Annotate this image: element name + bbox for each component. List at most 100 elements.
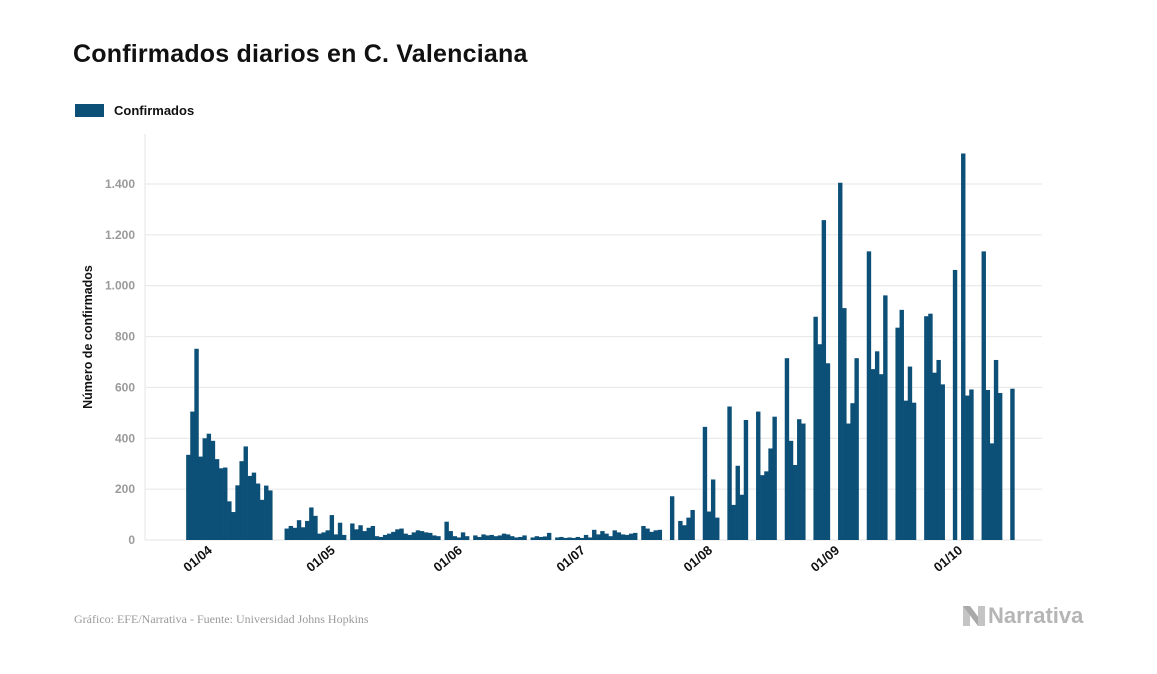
bar — [530, 537, 535, 540]
bar — [444, 521, 449, 540]
bar — [456, 537, 462, 540]
x-tick-label: 01/04 — [180, 542, 215, 575]
bar — [784, 358, 790, 540]
bar — [981, 251, 986, 540]
bar — [965, 395, 970, 540]
bar — [309, 507, 314, 540]
bar — [411, 532, 417, 540]
bar — [797, 419, 802, 540]
bar — [505, 534, 511, 540]
bar — [850, 403, 855, 540]
bar — [563, 537, 568, 540]
bar — [460, 532, 466, 540]
bar — [423, 532, 429, 540]
bar — [846, 423, 851, 540]
y-tick-label: 200 — [115, 482, 135, 496]
bar — [874, 351, 880, 540]
bar — [264, 485, 269, 540]
bar — [522, 535, 527, 540]
bar — [1010, 388, 1015, 540]
bar — [612, 530, 617, 540]
bar — [952, 269, 958, 540]
brand-name: Narrativa — [988, 603, 1084, 628]
source-credit: Gráfico: EFE/Narrativa - Fuente: Univers… — [74, 612, 369, 626]
bar — [907, 366, 913, 540]
bar — [616, 532, 622, 540]
bar — [706, 511, 712, 540]
bar — [608, 536, 613, 540]
bar — [268, 490, 273, 540]
bar — [657, 529, 663, 540]
bar — [649, 531, 654, 540]
bar — [682, 525, 687, 540]
bar — [329, 515, 335, 540]
bar — [764, 471, 769, 540]
bar — [727, 406, 732, 540]
bar — [546, 532, 552, 540]
bar — [325, 530, 330, 540]
legend: Confirmados — [75, 103, 194, 118]
bar — [337, 522, 343, 540]
bar — [514, 537, 519, 540]
bar — [735, 465, 740, 540]
bar — [354, 529, 359, 540]
bar — [206, 433, 212, 540]
bar — [448, 531, 453, 540]
bar — [969, 389, 974, 540]
legend-label: Confirmados — [114, 103, 195, 118]
bar — [628, 533, 634, 540]
bar — [202, 438, 207, 540]
bar — [251, 472, 257, 540]
x-tick-label: 01/08 — [681, 542, 716, 574]
bar — [579, 537, 585, 540]
bar — [587, 537, 593, 540]
bar — [370, 526, 376, 540]
bar — [600, 531, 605, 540]
bar — [760, 475, 765, 540]
bar — [928, 313, 933, 540]
bar — [407, 534, 412, 540]
bar — [186, 454, 191, 540]
bar — [194, 348, 199, 540]
bar — [288, 526, 294, 540]
bar — [678, 520, 683, 540]
bar — [596, 534, 601, 540]
bar — [190, 411, 195, 540]
bar — [821, 220, 827, 540]
bar — [989, 443, 995, 540]
bar — [538, 536, 544, 540]
bar — [292, 527, 298, 540]
bar — [366, 527, 371, 540]
bar — [801, 423, 806, 540]
bar — [772, 416, 777, 540]
bar — [911, 402, 917, 540]
bar — [485, 535, 490, 540]
bar — [936, 359, 941, 540]
y-tick-label: 1.000 — [105, 279, 135, 293]
bar — [788, 440, 794, 540]
bar — [387, 533, 392, 540]
y-tick-label: 0 — [128, 533, 135, 547]
bar — [542, 536, 548, 540]
bar — [555, 537, 560, 540]
bar — [305, 520, 310, 540]
bar — [633, 532, 638, 540]
bar — [358, 525, 363, 540]
bar — [382, 534, 388, 540]
bar — [227, 501, 232, 540]
bar — [903, 400, 909, 540]
bar — [883, 295, 888, 540]
x-tick-label: 01/05 — [303, 542, 338, 574]
bar — [993, 359, 999, 540]
bar — [432, 535, 437, 540]
bar — [321, 532, 326, 540]
narrativa-logo-icon — [963, 606, 985, 626]
bar — [210, 440, 216, 540]
bar — [743, 419, 749, 540]
bar — [924, 316, 929, 540]
x-tick-label: 01/06 — [430, 542, 465, 574]
bar — [715, 517, 720, 540]
bar — [825, 363, 831, 540]
bar — [838, 182, 843, 540]
bar — [350, 523, 355, 540]
